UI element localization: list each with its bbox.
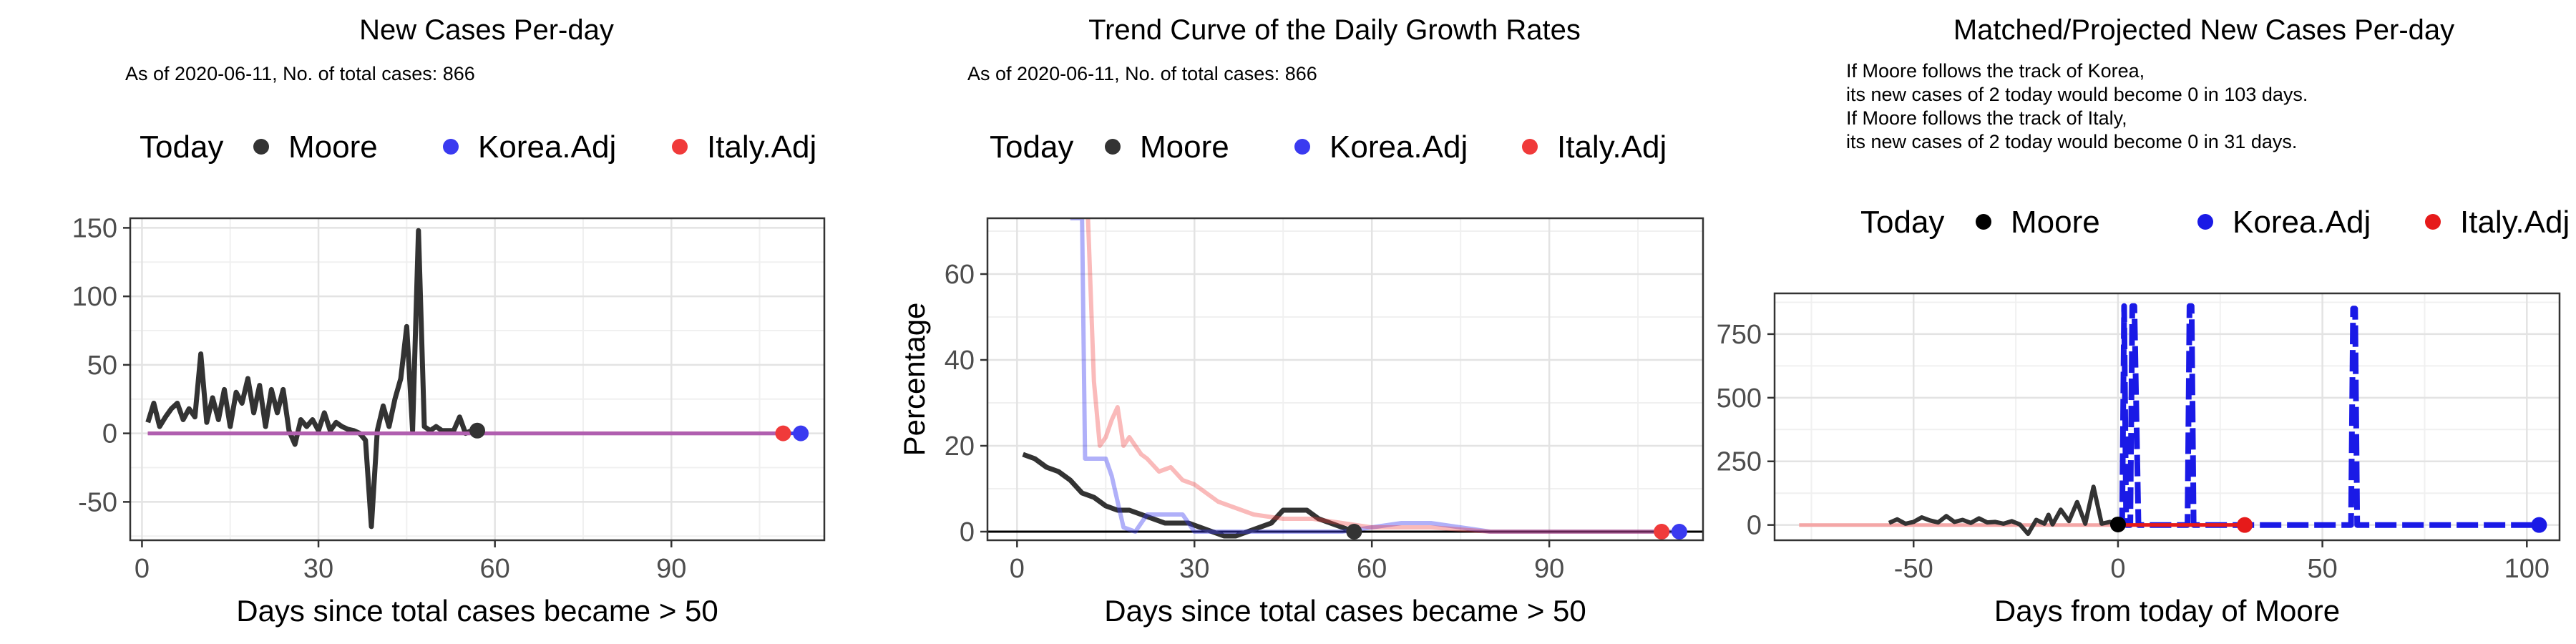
legend-key — [672, 139, 688, 155]
plot-background — [1775, 293, 2560, 540]
today-point-italy-adj — [2237, 517, 2253, 533]
today-point-moore — [1346, 524, 1362, 540]
chart-subtitle-line: its new cases of 2 today would become 0 … — [1846, 84, 2308, 105]
legend-title: Today — [140, 130, 223, 165]
y-tick-label: 20 — [945, 431, 975, 462]
x-tick-label: 0 — [135, 554, 150, 584]
y-tick-label: -50 — [78, 487, 117, 517]
x-tick-label: 50 — [2307, 554, 2337, 584]
today-point-moore — [469, 422, 485, 439]
chart-panel-3: Matched/Projected New Cases Per-day If Mo… — [1717, 14, 2570, 628]
chart-subtitle-line: its new cases of 2 today would become 0 … — [1846, 131, 2297, 152]
x-tick-label: 60 — [1357, 554, 1387, 584]
legend-title: Today — [1860, 205, 1944, 240]
chart-title: Trend Curve of the Daily Growth Rates — [1088, 14, 1581, 46]
chart-title: New Cases Per-day — [359, 14, 614, 46]
series-line-italy-adj — [1085, 218, 1662, 534]
y-tick-label: 50 — [87, 351, 117, 381]
series-group — [145, 228, 801, 530]
y-tick-label: 500 — [1717, 384, 1762, 414]
legend-key — [1294, 139, 1310, 155]
x-tick-label: 60 — [480, 554, 510, 584]
legend: Today Moore Korea.Adj Italy.Adj — [1860, 205, 2570, 240]
legend-key — [1522, 139, 1538, 155]
y-tick-label: 100 — [72, 282, 117, 312]
plot-background — [130, 218, 824, 540]
x-tick-label: 0 — [2110, 554, 2125, 584]
x-tick-label: 30 — [303, 554, 333, 584]
x-tick-label: 30 — [1179, 554, 1209, 584]
legend-key — [253, 139, 269, 155]
legend-label: Korea.Adj — [478, 130, 616, 165]
legend-label: Moore — [1140, 130, 1229, 165]
today-point-korea-adj — [793, 425, 809, 441]
series-line-moore — [145, 228, 477, 530]
y-tick-label: 0 — [960, 517, 975, 547]
y-tick-label: 150 — [72, 213, 117, 243]
y-axis-label: Percentage — [897, 303, 931, 457]
legend-key — [1105, 139, 1121, 155]
series-line-moore — [1888, 484, 2119, 537]
x-tick-label: 90 — [1534, 554, 1564, 584]
plot-border — [986, 217, 1704, 542]
today-point-korea-adj — [1671, 524, 1687, 540]
legend: Today Moore Korea.Adj Italy.Adj — [990, 130, 1667, 165]
legend-label: Italy.Adj — [707, 130, 816, 165]
today-point-moore — [2109, 516, 2126, 532]
legend-label: Korea.Adj — [2233, 205, 2371, 240]
y-tick-label: 0 — [1747, 511, 1762, 541]
series-line-korea-adj — [1070, 218, 1679, 534]
legend-label: Italy.Adj — [2460, 205, 2570, 240]
x-tick-label: 0 — [1010, 554, 1025, 584]
legend-title: Today — [990, 130, 1073, 165]
y-tick-label: 750 — [1717, 320, 1762, 350]
plot-background — [987, 218, 1703, 540]
plot-border — [1773, 292, 2561, 542]
y-tick-label: 250 — [1717, 447, 1762, 477]
x-axis-label: Days since total cases became > 50 — [1104, 594, 1586, 628]
legend: Today Moore Korea.Adj Italy.Adj — [140, 130, 816, 165]
x-tick-label: -50 — [1894, 554, 1933, 584]
plot-border — [129, 217, 826, 542]
chart-panel-1: New Cases Per-day As of 2020-06-11, No. o… — [72, 14, 826, 628]
series-line-moore — [1022, 452, 1355, 539]
today-point-korea-adj — [2531, 517, 2547, 533]
today-point-italy-adj — [1654, 524, 1670, 540]
legend-key — [443, 139, 459, 155]
y-tick-label: 0 — [102, 419, 117, 449]
today-point-italy-adj — [775, 425, 791, 441]
x-axis-label: Days since total cases became > 50 — [236, 594, 718, 628]
y-tick-label: 60 — [945, 260, 975, 290]
series-group — [1799, 303, 2540, 537]
legend-label: Moore — [288, 130, 378, 165]
chart-subtitle: As of 2020-06-11, No. of total cases: 86… — [125, 63, 475, 84]
legend-label: Moore — [2011, 205, 2100, 240]
chart-subtitle: As of 2020-06-11, No. of total cases: 86… — [967, 63, 1317, 84]
x-tick-label: 100 — [2504, 554, 2550, 584]
chart-subtitle-line: If Moore follows the track of Korea, — [1846, 60, 2145, 82]
legend-key — [1976, 214, 1991, 230]
chart-subtitle-line: If Moore follows the track of Italy, — [1846, 107, 2127, 129]
legend-key — [2425, 214, 2441, 230]
legend-label: Italy.Adj — [1557, 130, 1667, 165]
series-group — [1022, 218, 1679, 539]
x-axis-label: Days from today of Moore — [1994, 594, 2340, 628]
chart-title: Matched/Projected New Cases Per-day — [1953, 14, 2454, 46]
chart-panel-2: Trend Curve of the Daily Growth Rates As … — [897, 14, 1704, 628]
legend-label: Korea.Adj — [1330, 130, 1468, 165]
gridlines — [130, 218, 824, 540]
x-tick-label: 90 — [656, 554, 686, 584]
legend-key — [2197, 214, 2213, 230]
y-tick-label: 40 — [945, 346, 975, 376]
